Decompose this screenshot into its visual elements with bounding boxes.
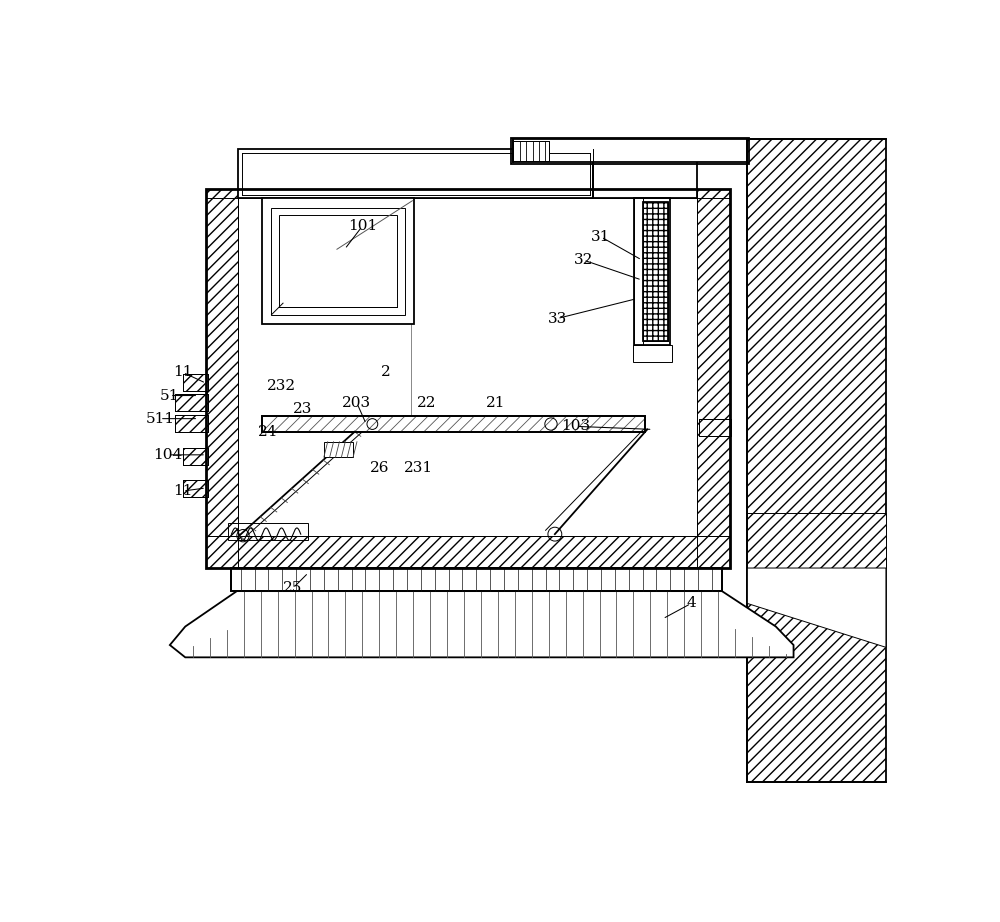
Bar (262, 417, 645, 431)
Bar (697, 189, 730, 568)
Bar (262, 417, 645, 431)
Polygon shape (747, 568, 886, 647)
Bar (206, 536, 730, 568)
Bar (238, 189, 697, 536)
Text: 4: 4 (686, 597, 696, 610)
Text: 11: 11 (173, 484, 193, 498)
Text: 101: 101 (348, 219, 377, 233)
Bar (634, 198, 643, 345)
Text: 511: 511 (145, 411, 174, 426)
Text: 11: 11 (173, 365, 193, 380)
Bar (747, 139, 886, 782)
Text: 31: 31 (591, 230, 611, 244)
Bar (238, 149, 593, 198)
Bar (206, 189, 730, 198)
Text: 33: 33 (548, 312, 567, 325)
Bar (206, 189, 730, 568)
Bar (643, 202, 668, 341)
Text: 232: 232 (267, 379, 296, 393)
Bar (511, 137, 749, 164)
Bar (183, 480, 208, 497)
Bar (271, 207, 405, 314)
Text: 51: 51 (160, 388, 180, 403)
Text: 32: 32 (574, 253, 593, 267)
Text: 104: 104 (153, 448, 182, 462)
Text: 103: 103 (561, 420, 590, 433)
Bar (699, 419, 731, 435)
Bar (175, 394, 208, 411)
Text: 231: 231 (404, 461, 433, 475)
Bar (512, 141, 549, 160)
Text: 22: 22 (417, 396, 436, 410)
Bar (633, 345, 672, 361)
Bar (262, 198, 414, 324)
Bar (231, 568, 722, 591)
Bar (634, 198, 670, 345)
Bar (593, 149, 697, 198)
Bar (183, 374, 208, 391)
Text: 26: 26 (370, 461, 390, 475)
Bar (279, 216, 397, 307)
Bar (175, 415, 208, 431)
Text: 2: 2 (381, 365, 390, 380)
Text: 203: 203 (342, 396, 372, 410)
Bar (231, 568, 722, 591)
Bar (206, 189, 238, 568)
Text: 25: 25 (283, 581, 303, 595)
Bar (747, 513, 886, 568)
Polygon shape (170, 591, 794, 657)
Text: 21: 21 (486, 396, 505, 410)
Text: 24: 24 (258, 425, 277, 439)
Bar (699, 419, 731, 435)
Bar (228, 524, 308, 540)
Bar (175, 394, 208, 411)
Bar (324, 442, 353, 457)
Bar (643, 202, 668, 341)
Bar (512, 141, 549, 160)
Bar (175, 415, 208, 431)
Bar (183, 448, 208, 465)
Bar (183, 374, 208, 391)
Bar (183, 480, 208, 497)
Bar (183, 448, 208, 465)
Text: 23: 23 (293, 402, 313, 416)
Bar (512, 139, 747, 162)
